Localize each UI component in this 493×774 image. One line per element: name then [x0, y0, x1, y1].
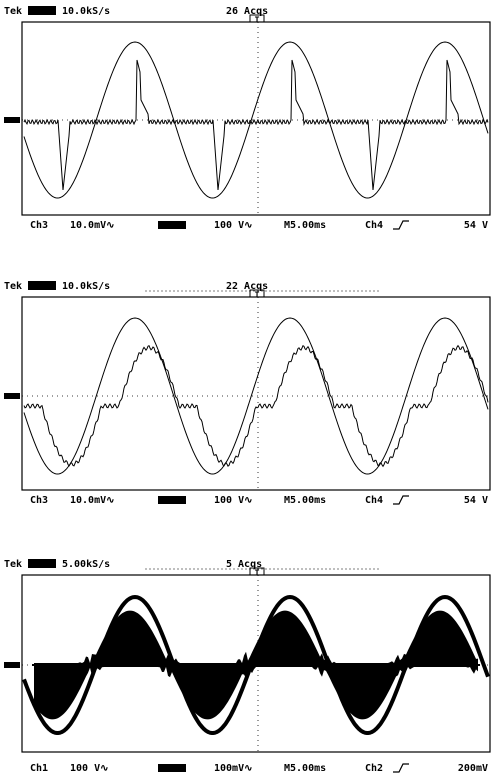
- trigger-slope: [393, 764, 409, 772]
- screen: [22, 297, 490, 490]
- screen: [22, 22, 490, 215]
- brand: Tek: [4, 281, 22, 292]
- trigger-level: 54 V: [464, 220, 488, 231]
- ground-marker: [4, 662, 20, 668]
- status-box: [28, 559, 56, 568]
- trigger-level: 200mV: [458, 763, 488, 774]
- sample-rate: 5.00kS/s: [62, 559, 110, 570]
- trigger-slope: [393, 496, 409, 504]
- trigger-channel: Ch2: [365, 763, 383, 774]
- scale-a: 100 V∿: [70, 763, 108, 774]
- figure: Tek10.0kS/s26 AcqsTCh310.0mV∿100 V∿M5.00…: [0, 0, 493, 774]
- sample-rate: 10.0kS/s: [62, 6, 110, 17]
- trigger-slope: [393, 221, 409, 229]
- ground-marker: [4, 117, 20, 123]
- channel-box: [158, 764, 186, 772]
- status-box: [28, 6, 56, 15]
- channel-box: [158, 221, 186, 229]
- channel-a: Ch3: [30, 220, 48, 231]
- channel-box: [158, 496, 186, 504]
- trigger-channel: Ch4: [365, 495, 383, 506]
- sample-rate: 10.0kS/s: [62, 281, 110, 292]
- trigger-level: 54 V: [464, 495, 488, 506]
- scale-b: 100mV∿: [214, 763, 252, 774]
- timebase: M5.00ms: [284, 763, 326, 774]
- scale-a: 10.0mV∿: [70, 220, 115, 231]
- brand: Tek: [4, 559, 22, 570]
- scale-b: 100 V∿: [214, 495, 252, 506]
- ground-marker: [4, 393, 20, 399]
- timebase: M5.00ms: [284, 495, 326, 506]
- channel-a: Ch3: [30, 495, 48, 506]
- timebase: M5.00ms: [284, 220, 326, 231]
- scale-a: 10.0mV∿: [70, 495, 115, 506]
- scale-b: 100 V∿: [214, 220, 252, 231]
- brand: Tek: [4, 6, 22, 17]
- channel-a: Ch1: [30, 763, 48, 774]
- status-box: [28, 281, 56, 290]
- trigger-channel: Ch4: [365, 220, 383, 231]
